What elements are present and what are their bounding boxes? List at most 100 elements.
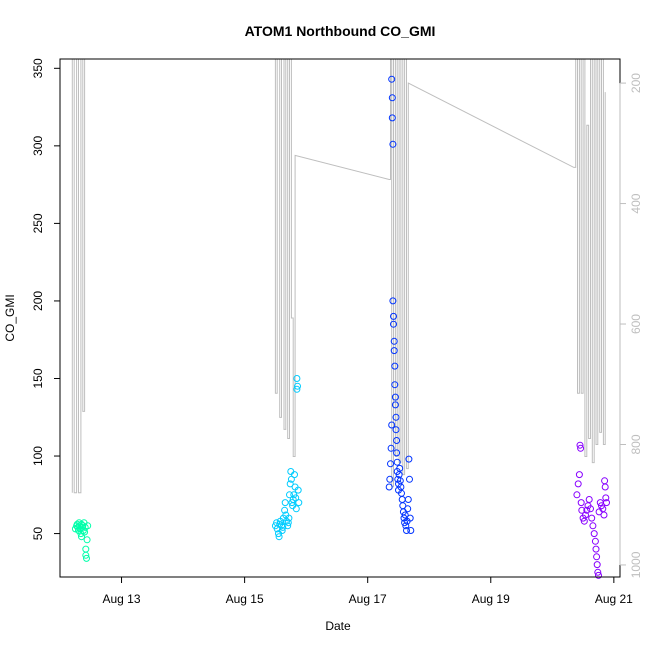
y-tick-label: 50 bbox=[31, 527, 45, 541]
data-point bbox=[603, 499, 610, 507]
y-tick-label: 350 bbox=[31, 58, 45, 78]
data-point bbox=[602, 494, 610, 502]
data-point bbox=[573, 491, 581, 499]
data-point bbox=[582, 511, 589, 519]
data-point bbox=[286, 480, 294, 488]
data-point bbox=[407, 527, 415, 534]
data-point bbox=[292, 505, 300, 513]
data-point bbox=[391, 362, 399, 370]
altitude-line bbox=[71, 59, 606, 494]
data-point bbox=[275, 533, 283, 541]
data-point bbox=[388, 421, 396, 429]
data-point bbox=[284, 522, 292, 530]
data-point bbox=[388, 75, 396, 83]
altitude-layer bbox=[71, 59, 606, 494]
data-point bbox=[401, 511, 409, 519]
data-point bbox=[590, 530, 598, 538]
y2-tick-label: 600 bbox=[629, 314, 643, 334]
y-axis-label: CO_GMI bbox=[3, 294, 17, 341]
data-point bbox=[295, 499, 303, 507]
data-point bbox=[385, 483, 393, 491]
data-point bbox=[403, 527, 410, 534]
y-tick-label: 150 bbox=[31, 368, 45, 388]
data-point bbox=[281, 506, 289, 514]
data-point bbox=[393, 449, 401, 457]
points-layer bbox=[71, 75, 610, 579]
y2-tick-label: 1000 bbox=[629, 551, 643, 578]
y2-tick-label: 800 bbox=[629, 434, 643, 454]
data-point bbox=[600, 511, 608, 519]
data-point bbox=[405, 455, 413, 463]
data-point bbox=[386, 475, 394, 483]
x-tick-label: Aug 19 bbox=[472, 592, 510, 606]
data-point bbox=[78, 533, 85, 541]
data-point bbox=[406, 475, 413, 483]
data-point bbox=[284, 519, 292, 527]
series-4 bbox=[573, 441, 610, 579]
data-point bbox=[391, 381, 399, 389]
data-point bbox=[592, 545, 600, 553]
data-point bbox=[281, 499, 289, 507]
y2-tick-label: 200 bbox=[629, 73, 643, 93]
y-tick-label: 100 bbox=[31, 446, 45, 466]
data-point bbox=[591, 537, 599, 545]
chart-title: ATOM1 Northbound CO_GMI bbox=[245, 23, 436, 39]
data-point bbox=[392, 413, 400, 421]
data-point bbox=[601, 483, 609, 491]
x-tick-label: Aug 21 bbox=[595, 592, 633, 606]
data-point bbox=[404, 505, 412, 513]
data-point bbox=[577, 444, 585, 452]
data-point bbox=[593, 553, 601, 561]
y2-tick-label: 400 bbox=[629, 193, 643, 213]
data-point bbox=[583, 506, 591, 514]
data-point bbox=[577, 499, 585, 507]
data-point bbox=[598, 502, 605, 510]
data-point bbox=[292, 494, 300, 502]
data-point bbox=[390, 347, 398, 355]
data-point bbox=[387, 444, 395, 452]
x-tick-label: Aug 17 bbox=[349, 592, 387, 606]
data-point bbox=[575, 471, 583, 479]
data-point bbox=[286, 491, 293, 499]
data-point bbox=[291, 471, 298, 479]
data-point bbox=[389, 297, 397, 305]
series-1 bbox=[71, 519, 92, 562]
data-point bbox=[393, 458, 401, 466]
y-tick-label: 300 bbox=[31, 136, 45, 156]
x-axis-label: Date bbox=[325, 619, 351, 633]
data-point bbox=[81, 528, 89, 536]
data-point bbox=[589, 522, 597, 530]
y-tick-label: 200 bbox=[31, 291, 45, 311]
series-2 bbox=[271, 375, 303, 541]
data-point bbox=[390, 337, 398, 345]
data-point bbox=[293, 375, 301, 382]
data-point bbox=[288, 499, 296, 507]
data-point bbox=[390, 312, 397, 320]
data-point bbox=[83, 554, 90, 562]
data-point bbox=[294, 382, 301, 390]
data-point bbox=[83, 536, 91, 544]
y-tick-label: 250 bbox=[31, 213, 45, 233]
data-point bbox=[594, 568, 602, 576]
data-point bbox=[293, 385, 301, 393]
data-point bbox=[578, 506, 586, 514]
data-point bbox=[574, 480, 582, 488]
data-point bbox=[82, 551, 90, 559]
x-tick-label: Aug 13 bbox=[103, 592, 141, 606]
data-point bbox=[587, 505, 594, 513]
axes-layer: Aug 13 Aug 15 Aug 17 Aug 19 Aug 21 50 100 150 20… bbox=[31, 58, 643, 606]
data-point bbox=[406, 514, 414, 522]
data-point bbox=[595, 571, 602, 579]
data-point bbox=[396, 464, 404, 472]
data-point bbox=[576, 441, 584, 449]
data-point bbox=[387, 460, 394, 468]
data-point bbox=[84, 522, 92, 530]
data-point bbox=[593, 561, 601, 569]
data-point bbox=[388, 94, 396, 102]
series-3 bbox=[385, 75, 415, 534]
data-point bbox=[391, 401, 399, 409]
data-point bbox=[392, 426, 400, 434]
data-point bbox=[390, 320, 397, 328]
data-point bbox=[393, 437, 401, 444]
